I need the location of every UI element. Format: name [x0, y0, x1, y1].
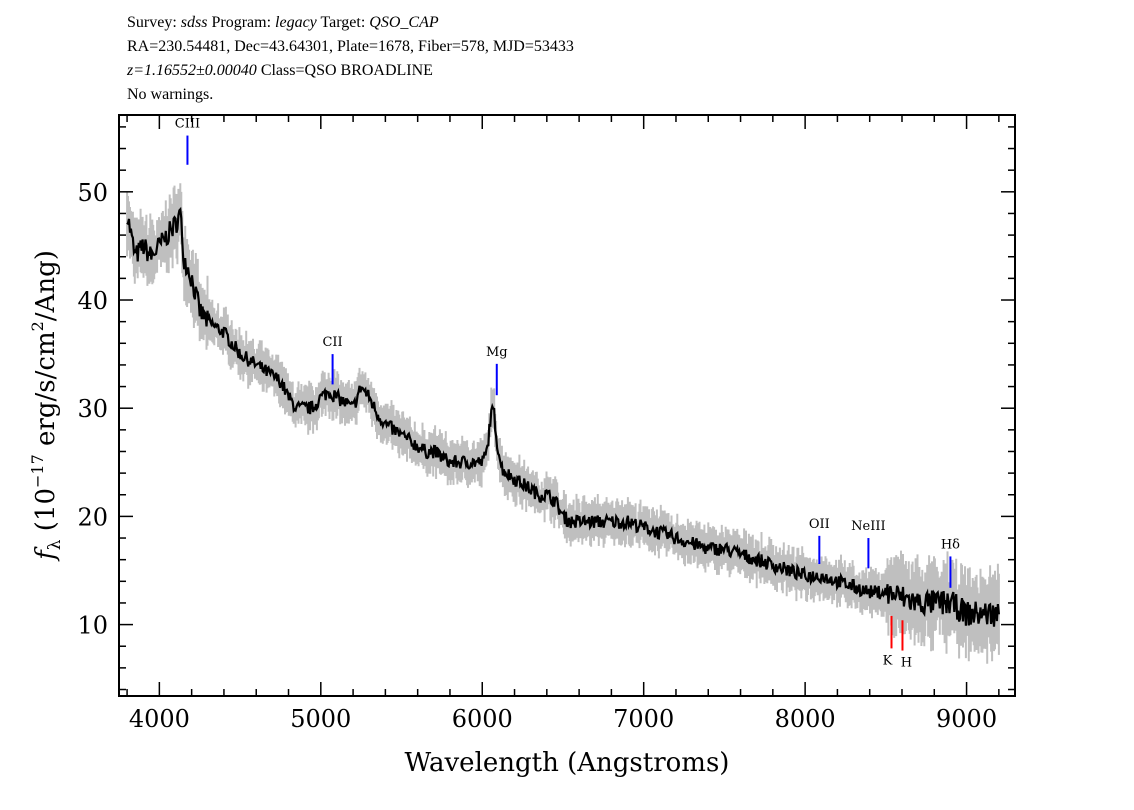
y-tick-label: 30 — [77, 395, 108, 423]
line-label-NeIII: NeIII — [851, 519, 885, 534]
y-label-sub: λ — [45, 539, 65, 550]
x-tick-label: 9000 — [936, 705, 997, 733]
plot-frame — [118, 114, 1016, 697]
line-label-CIII: CIII — [175, 117, 200, 132]
y-label-exp2: 2 — [28, 321, 47, 331]
survey-label: Survey: — [127, 14, 177, 31]
flux-series — [126, 206, 1000, 627]
line-markers: CIII CII Mg OII NeIII Hδ K H — [175, 117, 960, 671]
x-tick-label: 5000 — [290, 705, 351, 733]
flux-line — [126, 206, 1000, 627]
x-tick-label: 6000 — [452, 705, 513, 733]
y-tick-label: 50 — [77, 179, 108, 207]
header-line-survey: Survey: sdss Program: legacy Target: QSO… — [127, 14, 439, 32]
survey-value: sdss — [180, 14, 208, 31]
axes: 4000 5000 6000 7000 8000 9000 10 20 30 40 50 — [77, 114, 1016, 733]
line-label-H: H — [901, 656, 912, 671]
x-tick-label: 7000 — [613, 705, 674, 733]
line-label-Hδ: Hδ — [941, 537, 960, 552]
y-label-post: /Ang) — [31, 250, 61, 321]
program-label: Program: — [211, 14, 272, 31]
y-tick-label: 20 — [77, 503, 108, 531]
line-label-K: K — [883, 653, 893, 668]
header-line-warnings: No warnings. — [127, 86, 214, 103]
class-value: Class=QSO BROADLINE — [260, 62, 433, 79]
y-label-pre: (10 — [31, 488, 61, 540]
line-label-Mg: Mg — [486, 345, 508, 360]
target-value: QSO_CAP — [369, 14, 439, 31]
redshift-value: z=1.16552±0.00040 — [127, 62, 257, 79]
line-label-OII: OII — [809, 517, 830, 532]
header-line-redshift: z=1.16552±0.00040 Class=QSO BROADLINE — [127, 62, 433, 80]
x-tick-label: 8000 — [775, 705, 836, 733]
target-label: Target: — [320, 14, 366, 31]
x-tick-label: 4000 — [129, 705, 190, 733]
line-label-CII: CII — [322, 335, 342, 350]
y-axis-label: fλ (10−17 erg/s/cm2/Ang) — [28, 250, 65, 562]
x-axis-label: Wavelength (Angstroms) — [405, 748, 730, 778]
y-tick-label: 40 — [77, 287, 108, 315]
y-label-exp1: −17 — [28, 454, 47, 488]
y-label-mid: erg/s/cm — [31, 331, 61, 454]
program-value: legacy — [275, 14, 317, 31]
header-line-coords: RA=230.54481, Dec=43.64301, Plate=1678, … — [127, 38, 574, 55]
y-tick-label: 10 — [77, 612, 108, 640]
